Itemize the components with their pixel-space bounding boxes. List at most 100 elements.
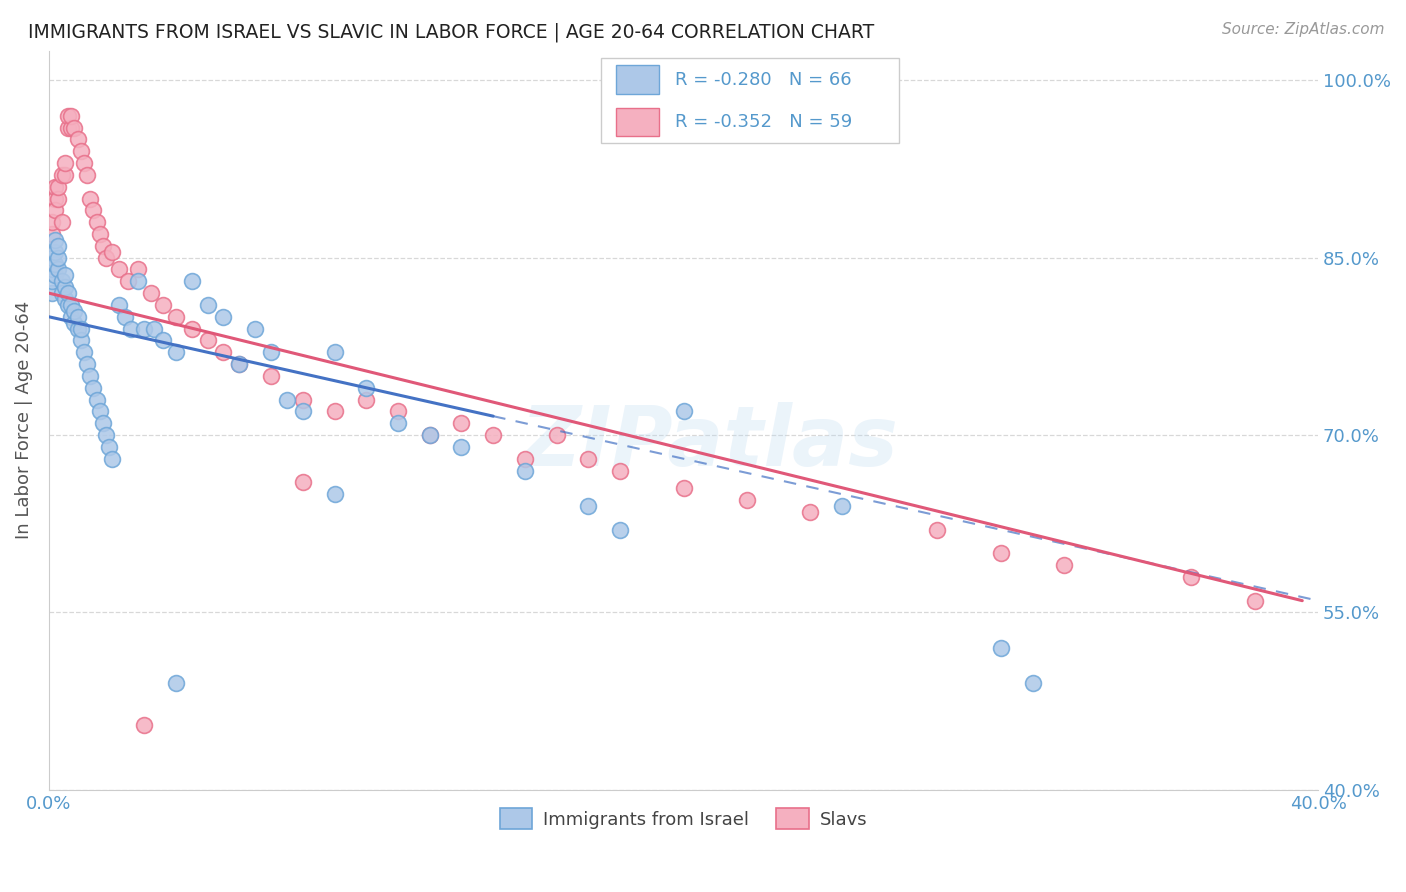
Point (165, 345, 187, 359)
Point (56, 298, 79, 312)
Point (44, 203, 66, 218)
Point (41, 286, 63, 301)
Point (101, 451, 124, 466)
Point (152, 334, 174, 348)
Point (546, 428, 568, 442)
Point (91, 239, 114, 253)
Point (44, 256, 66, 270)
Point (86, 215, 108, 229)
Point (86, 392, 108, 407)
Point (107, 262, 129, 277)
Point (41, 274, 63, 288)
Point (51, 274, 73, 288)
Point (79, 368, 101, 383)
Point (48, 179, 70, 194)
Point (323, 345, 346, 359)
Text: R = -0.280   N = 66: R = -0.280 N = 66 (675, 70, 851, 88)
Point (91, 417, 114, 431)
Point (228, 357, 250, 371)
Point (576, 499, 599, 513)
Legend: Immigrants from Israel, Slavs: Immigrants from Israel, Slavs (492, 801, 875, 837)
Point (134, 718, 156, 732)
Point (356, 392, 378, 407)
Point (41, 262, 63, 277)
Bar (616, 108, 659, 136)
Point (212, 310, 235, 324)
Bar (616, 65, 659, 94)
Point (44, 268, 66, 283)
Point (735, 493, 758, 508)
Point (1053, 558, 1076, 573)
Point (1180, 570, 1202, 584)
Point (63, 316, 86, 330)
Point (89, 404, 111, 418)
Point (197, 334, 219, 348)
Point (73, 156, 96, 170)
Point (98, 440, 121, 454)
Point (134, 321, 156, 335)
Point (356, 381, 378, 395)
Point (94, 251, 117, 265)
Point (672, 481, 695, 495)
Point (60, 298, 83, 312)
Point (276, 392, 298, 407)
Point (82, 381, 104, 395)
Point (107, 298, 129, 312)
Point (165, 676, 187, 690)
Point (260, 368, 283, 383)
Point (69, 145, 91, 159)
Point (419, 428, 441, 442)
Point (51, 215, 73, 229)
Point (990, 546, 1012, 560)
Point (56, 109, 79, 123)
Text: R = -0.352   N = 59: R = -0.352 N = 59 (675, 112, 852, 130)
Point (114, 310, 136, 324)
Point (41, 227, 63, 241)
Point (228, 357, 250, 371)
Point (48, 251, 70, 265)
Point (609, 464, 631, 478)
Text: ZIPatlas: ZIPatlas (520, 402, 898, 483)
Text: Source: ZipAtlas.com: Source: ZipAtlas.com (1222, 22, 1385, 37)
Point (260, 345, 283, 359)
Point (323, 487, 346, 501)
Point (291, 475, 314, 490)
Point (323, 404, 346, 418)
Point (48, 262, 70, 277)
Point (990, 640, 1012, 655)
Point (121, 321, 143, 335)
Point (48, 192, 70, 206)
Point (513, 464, 536, 478)
Point (51, 168, 73, 182)
Point (63, 120, 86, 135)
Point (180, 274, 202, 288)
Point (56, 286, 79, 301)
Point (127, 274, 149, 288)
Point (450, 440, 472, 454)
Point (60, 310, 83, 324)
Point (165, 310, 187, 324)
Point (76, 168, 98, 182)
Point (44, 179, 66, 194)
Point (69, 334, 91, 348)
Point (139, 286, 162, 301)
Text: IMMIGRANTS FROM ISRAEL VS SLAVIC IN LABOR FORCE | AGE 20-64 CORRELATION CHART: IMMIGRANTS FROM ISRAEL VS SLAVIC IN LABO… (28, 22, 875, 42)
Point (609, 523, 631, 537)
Point (450, 417, 472, 431)
Point (513, 451, 536, 466)
Point (245, 321, 267, 335)
Point (53, 280, 76, 294)
Point (51, 286, 73, 301)
Point (94, 428, 117, 442)
Point (53, 168, 76, 182)
Point (44, 244, 66, 259)
Point (212, 345, 235, 359)
Point (53, 156, 76, 170)
Point (387, 404, 409, 418)
Y-axis label: In Labor Force | Age 20-64: In Labor Force | Age 20-64 (15, 301, 32, 540)
Point (927, 523, 949, 537)
Point (419, 428, 441, 442)
Point (197, 298, 219, 312)
Point (53, 268, 76, 283)
Point (44, 233, 66, 247)
